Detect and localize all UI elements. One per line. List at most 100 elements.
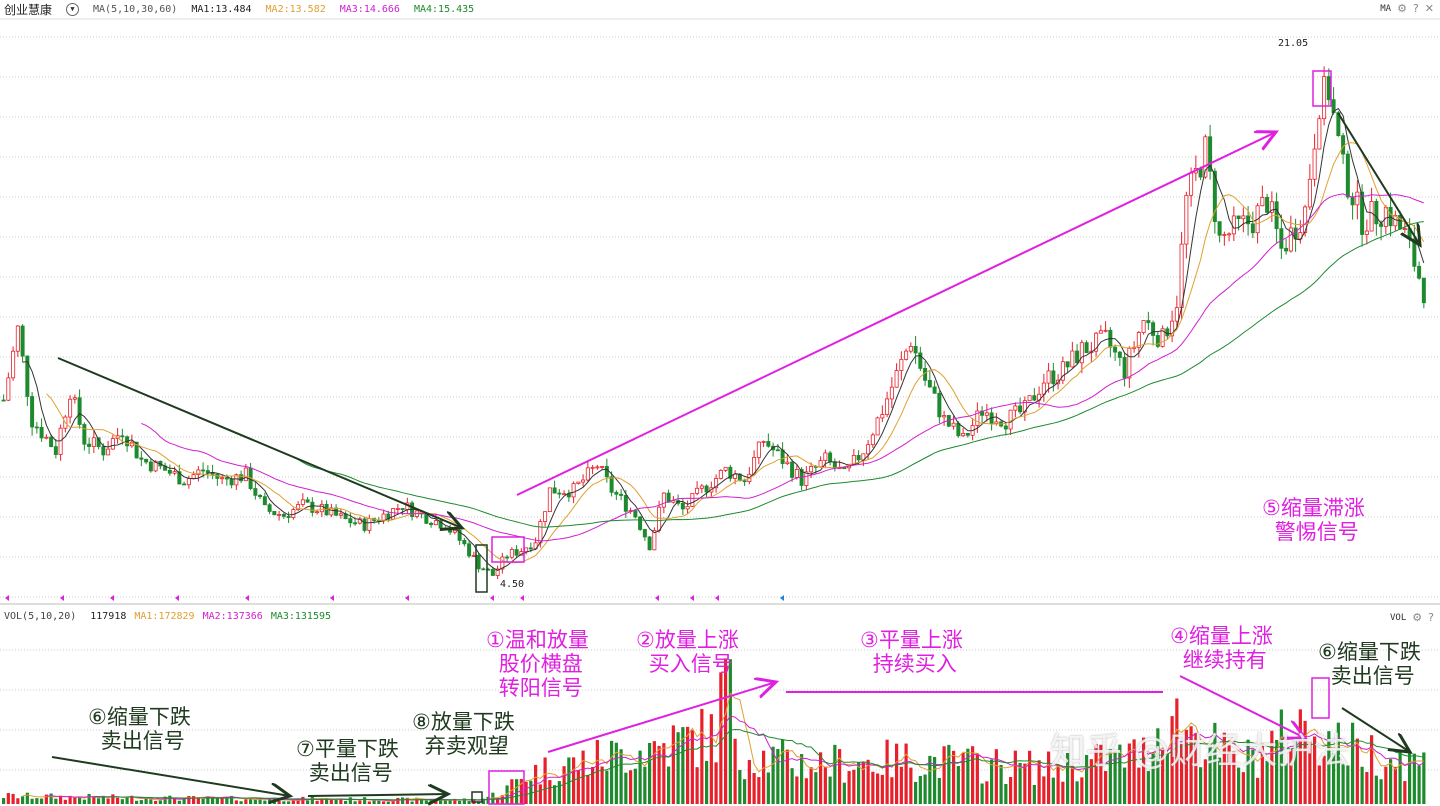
- candle: [205, 470, 210, 473]
- candle: [1303, 206, 1308, 233]
- candle: [87, 443, 92, 447]
- candle: [1317, 118, 1322, 150]
- volume-bar: [1260, 743, 1264, 804]
- volume-bar: [154, 801, 158, 804]
- candle: [856, 454, 861, 461]
- signal-marker: [490, 595, 494, 601]
- volume-bar: [215, 798, 219, 804]
- volume-bar: [576, 770, 580, 804]
- volume-bar: [1422, 752, 1426, 804]
- volume-bar: [420, 798, 424, 804]
- volume-bar: [662, 743, 666, 804]
- volume-bar: [182, 797, 186, 804]
- volume-bar: [771, 746, 775, 804]
- volume-bar: [1360, 766, 1364, 804]
- volume-bar: [942, 746, 946, 804]
- volume-bar: [187, 795, 191, 804]
- volume-bar: [1417, 765, 1421, 804]
- volume-bar: [372, 800, 376, 804]
- volume-bar: [1279, 709, 1283, 804]
- volume-bar: [928, 755, 932, 804]
- volume-bar: [130, 795, 134, 804]
- candle: [723, 466, 728, 471]
- chevron-down-icon[interactable]: ▼: [66, 2, 80, 16]
- candle: [880, 414, 885, 419]
- candle: [429, 522, 434, 526]
- candle: [1046, 370, 1051, 384]
- volume-bar: [776, 748, 780, 804]
- volume-bar: [234, 800, 238, 804]
- candle: [315, 511, 320, 514]
- candle: [690, 492, 695, 507]
- volume-bar: [1194, 733, 1198, 804]
- volume-bar: [838, 749, 842, 804]
- ma-label[interactable]: MA: [1380, 3, 1392, 14]
- candle: [809, 466, 814, 473]
- volume-bar: [1412, 753, 1416, 804]
- volume-bar: [244, 799, 248, 804]
- annotation-8: ⑧放量下跌 弃卖观望: [412, 710, 515, 758]
- volume-panel-header: VOL(5,10,20) 117918 MA1:172829 MA2:13736…: [0, 607, 331, 625]
- candle: [614, 491, 619, 495]
- candle: [657, 506, 662, 531]
- indicator-label[interactable]: MA(5,10,30,60): [93, 3, 178, 15]
- volume-bar: [1398, 751, 1402, 804]
- volume-bar: [54, 798, 58, 804]
- gear-icon[interactable]: ⚙: [1397, 2, 1407, 15]
- candle: [30, 396, 35, 428]
- close-icon[interactable]: ✕: [1424, 2, 1434, 15]
- volume-bar: [823, 766, 827, 804]
- volume-bar: [690, 730, 694, 804]
- volume-bar: [211, 796, 215, 804]
- candle: [433, 520, 438, 526]
- help-icon[interactable]: ?: [1412, 2, 1419, 15]
- candle: [1241, 215, 1246, 220]
- candle: [899, 358, 904, 371]
- candle: [1103, 329, 1108, 332]
- candle: [310, 501, 315, 513]
- vol-indicator[interactable]: VOL(5,10,20): [4, 610, 77, 622]
- volume-bar: [624, 772, 628, 804]
- volume-bar: [861, 762, 865, 804]
- volume-bar: [225, 797, 229, 804]
- volume-bar: [1275, 739, 1279, 804]
- volume-bar: [1189, 726, 1193, 804]
- volume-bar: [1127, 743, 1131, 804]
- candle: [1307, 178, 1312, 208]
- volume-bar: [572, 757, 576, 804]
- volume-bar: [401, 797, 405, 804]
- volume-bar: [329, 800, 333, 804]
- volume-bar: [391, 800, 395, 804]
- vol-value: 117918: [90, 610, 127, 622]
- help-icon[interactable]: ?: [1428, 611, 1434, 624]
- candle: [281, 514, 286, 517]
- volume-bar: [1317, 765, 1321, 804]
- candle: [44, 436, 49, 439]
- volume-bar: [909, 767, 913, 804]
- candle: [1008, 409, 1013, 430]
- candle: [1398, 214, 1403, 230]
- volume-bar: [980, 783, 984, 804]
- volume-bar: [1336, 722, 1340, 804]
- candle: [1027, 395, 1032, 402]
- volume-bar: [168, 795, 172, 804]
- candle: [1383, 206, 1388, 227]
- volume-bar: [30, 798, 34, 804]
- vol-label[interactable]: VOL: [1390, 612, 1407, 623]
- volume-bar: [1142, 737, 1146, 804]
- candle: [106, 448, 111, 456]
- candle: [585, 467, 590, 481]
- gear-icon[interactable]: ⚙: [1412, 611, 1423, 624]
- volume-bar: [581, 750, 585, 804]
- candle: [353, 522, 358, 525]
- volume-bar: [92, 796, 96, 804]
- volume-bar: [116, 797, 120, 804]
- volume-bar: [1089, 759, 1093, 804]
- candle: [505, 556, 510, 559]
- volume-bar: [1303, 720, 1307, 804]
- volume-bar: [477, 801, 481, 804]
- candle: [262, 496, 267, 506]
- volume-bar: [676, 732, 680, 804]
- candle: [557, 492, 562, 495]
